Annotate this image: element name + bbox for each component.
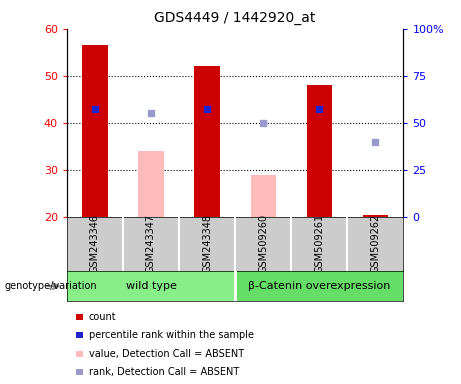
Bar — [82, 45, 107, 217]
Title: GDS4449 / 1442920_at: GDS4449 / 1442920_at — [154, 11, 316, 25]
Text: percentile rank within the sample: percentile rank within the sample — [89, 330, 254, 340]
Bar — [363, 215, 388, 217]
Text: GSM243348: GSM243348 — [202, 214, 212, 273]
Text: GSM509261: GSM509261 — [314, 214, 324, 273]
Text: GSM509262: GSM509262 — [370, 214, 380, 273]
Bar — [67, 271, 235, 301]
Bar — [307, 85, 332, 217]
Bar — [195, 66, 220, 217]
Text: value, Detection Call = ABSENT: value, Detection Call = ABSENT — [89, 349, 244, 359]
Text: genotype/variation: genotype/variation — [5, 281, 97, 291]
Bar — [138, 151, 164, 217]
Bar — [250, 175, 276, 217]
Text: β-Catenin overexpression: β-Catenin overexpression — [248, 281, 390, 291]
Text: GSM509260: GSM509260 — [258, 214, 268, 273]
Text: GSM243347: GSM243347 — [146, 214, 156, 273]
Text: count: count — [89, 312, 117, 322]
Text: wild type: wild type — [125, 281, 177, 291]
Bar — [235, 271, 403, 301]
Text: rank, Detection Call = ABSENT: rank, Detection Call = ABSENT — [89, 367, 239, 377]
Text: GSM243346: GSM243346 — [90, 214, 100, 273]
